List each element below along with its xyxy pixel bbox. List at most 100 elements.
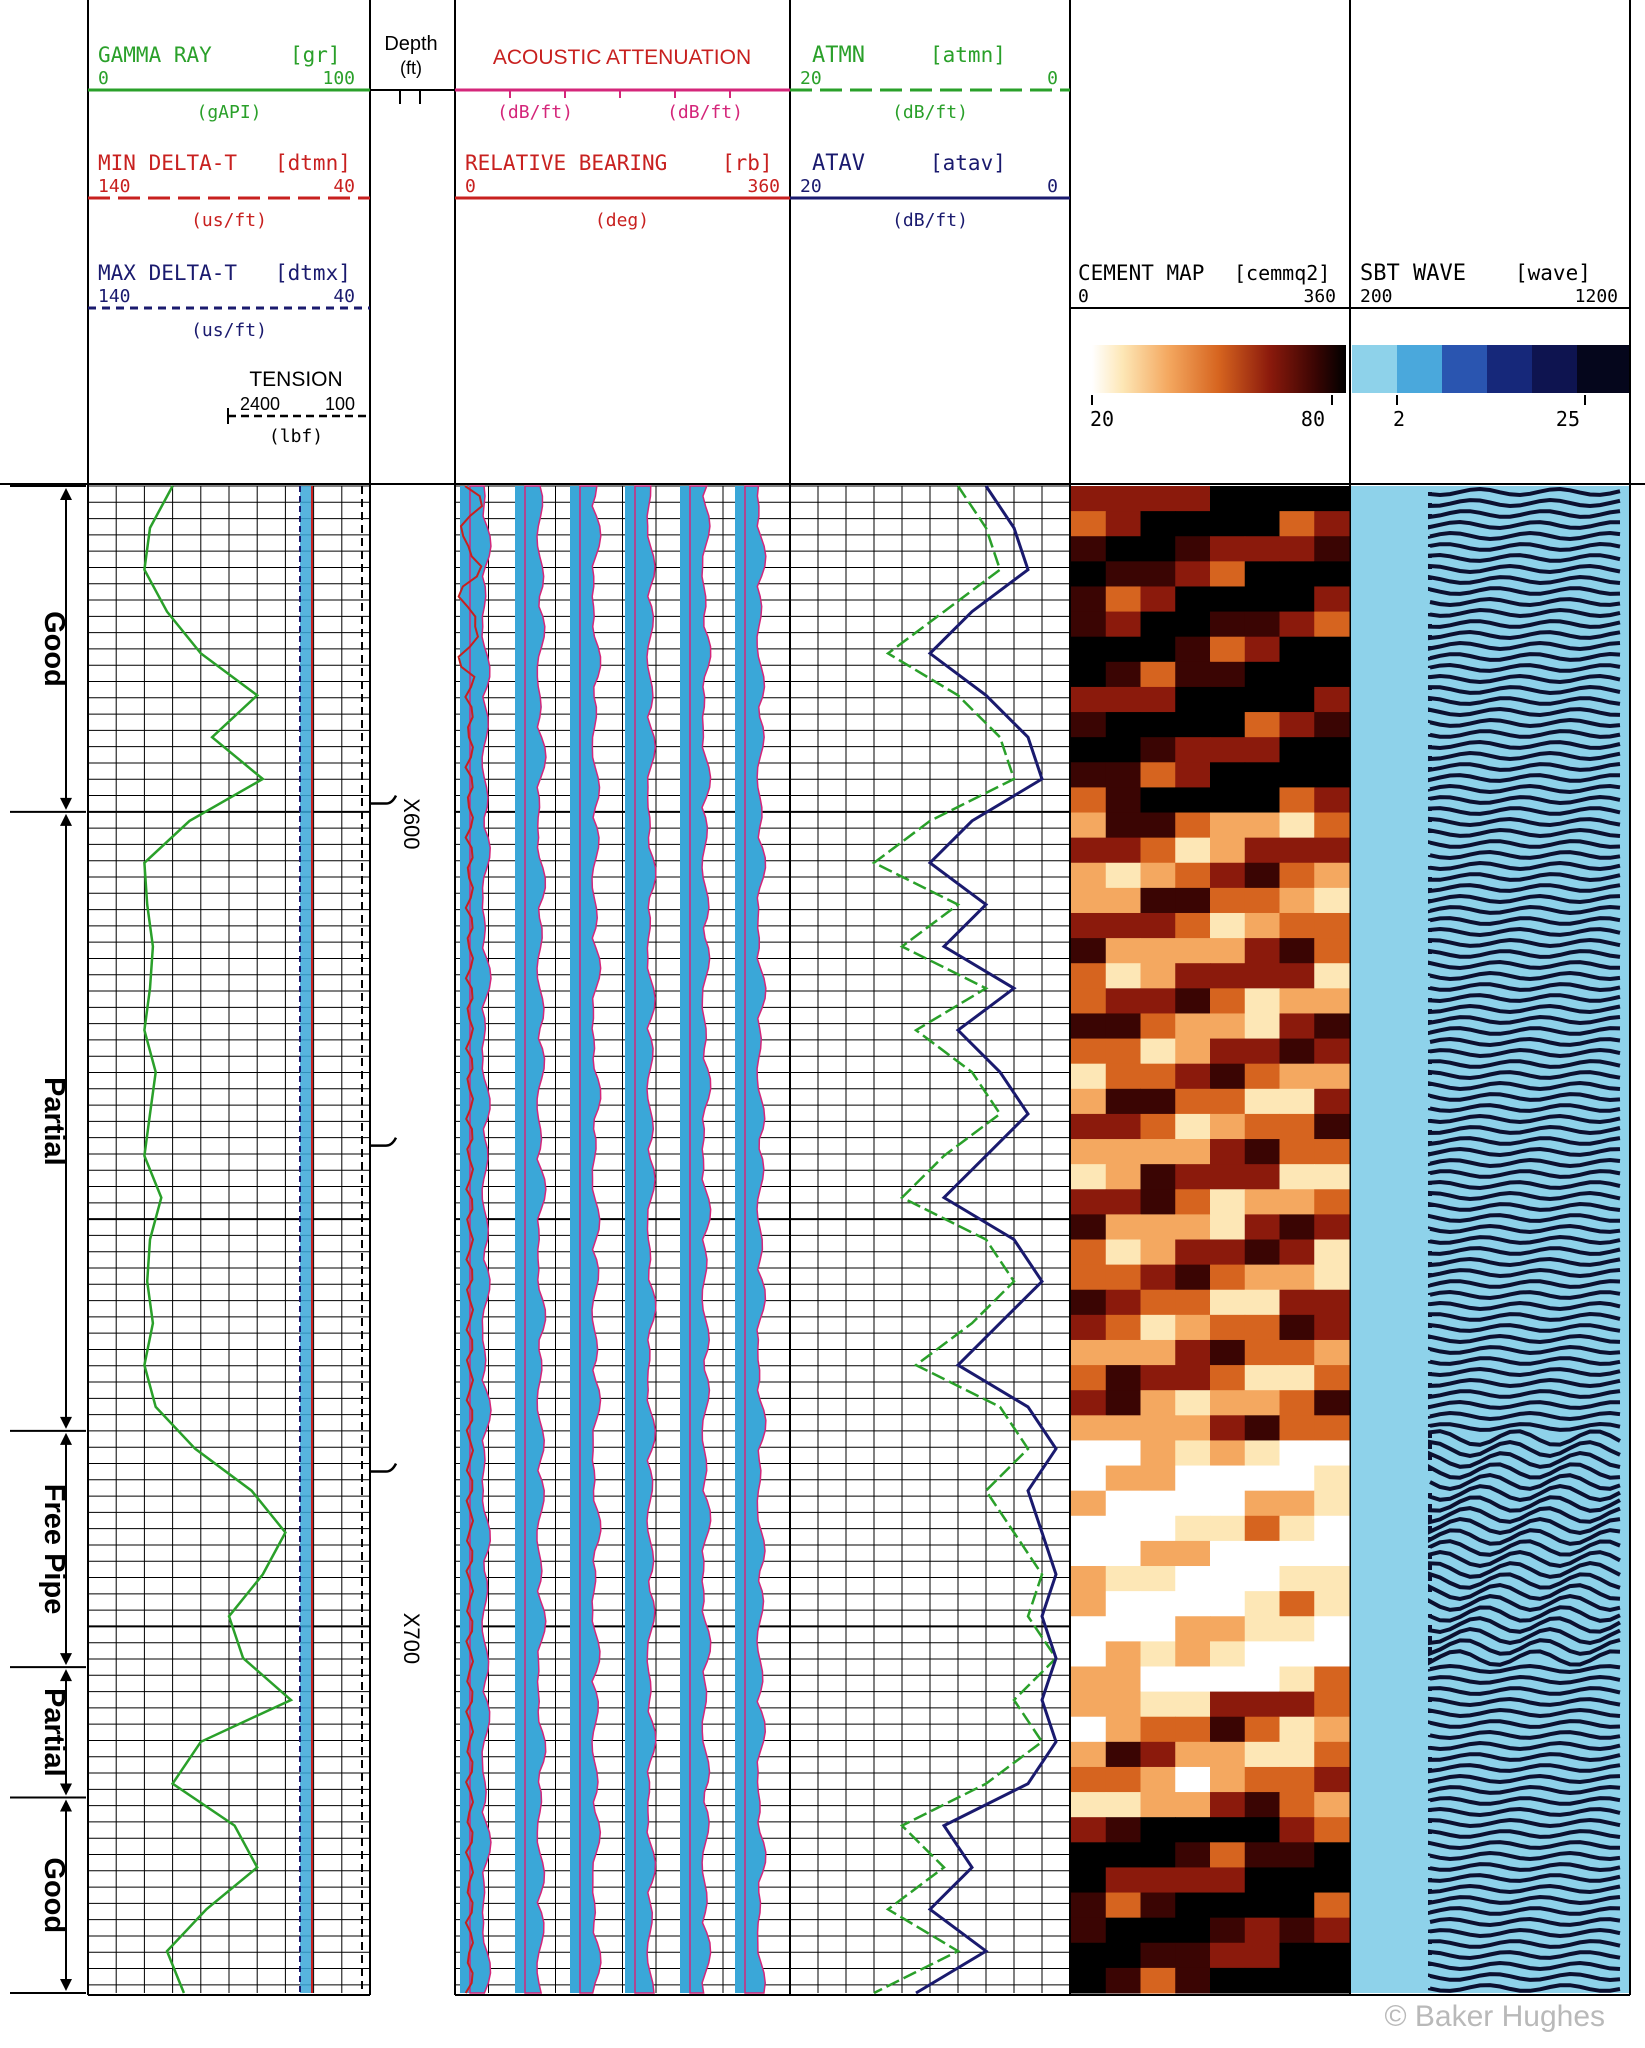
sbt-wave-line <box>1428 1026 1621 1036</box>
max-dt-mnem: [dtmx] <box>275 261 351 285</box>
depth-tick <box>370 1462 398 1473</box>
bond-zone-label: Partial <box>38 1688 70 1777</box>
cement-map-cell <box>1175 1867 1211 1894</box>
sbt-wave-line <box>1428 574 1621 586</box>
cement-map-cell <box>1175 1540 1211 1567</box>
cement-map-cell <box>1279 1164 1315 1190</box>
cement-map-cell <box>1210 1616 1246 1642</box>
cement-map-cell <box>1279 988 1315 1014</box>
cement-map-cell <box>1279 1214 1315 1240</box>
cement-map-cell <box>1210 1842 1246 1868</box>
sbt-wave-line <box>1428 1439 1621 1459</box>
cement-map-cell <box>1175 661 1211 688</box>
cement-map-cell <box>1314 1189 1350 1215</box>
cement-map-cell <box>1140 1239 1176 1266</box>
cement-map-cell <box>1175 1666 1211 1693</box>
cement-map-cell <box>1105 661 1141 688</box>
cement-map-cell <box>1071 1440 1107 1467</box>
cement-map-cell <box>1279 1038 1315 1065</box>
cement-map-cell <box>1244 1189 1280 1215</box>
cement-map-cell <box>1244 1766 1280 1793</box>
cement-map-cell <box>1105 536 1141 562</box>
cement-map-cell <box>1140 1792 1176 1818</box>
cement-map-cell <box>1210 1892 1246 1919</box>
cement-map-cell <box>1244 1415 1280 1441</box>
cement-map-cell <box>1175 1314 1211 1341</box>
cement-map-cell <box>1175 912 1211 939</box>
cement-map-cell <box>1071 1390 1107 1416</box>
cement-map-cell <box>1210 1716 1246 1743</box>
cement-map-cell <box>1175 1139 1211 1165</box>
cement-map-cell <box>1140 611 1176 638</box>
cement-map-cell <box>1140 1691 1176 1718</box>
sbt-wave-line <box>1428 926 1621 938</box>
cement-map-cell <box>1175 586 1211 613</box>
sbt-wave-line <box>1428 1638 1621 1657</box>
cement-map-cell <box>1244 1842 1280 1868</box>
cement-map-cell <box>1175 636 1211 663</box>
cement-map-cell <box>1244 1390 1280 1416</box>
atav-mnem: [atav] <box>930 151 1006 175</box>
sbt-wave-line <box>1428 1906 1621 1916</box>
sbt-wave-line <box>1428 916 1621 926</box>
sbt-wave-line <box>1428 1752 1621 1763</box>
cement-map-cell <box>1244 1540 1280 1567</box>
cement-map-cell <box>1140 1967 1176 1994</box>
cement-map-cell <box>1140 887 1176 914</box>
track1-header: GAMMA RAY [gr] 0 100 (gAPI) MIN DELTA-T … <box>88 43 370 447</box>
cement-map-cell <box>1244 812 1280 839</box>
attenuation-segment <box>469 485 492 1994</box>
zone-arrow-head <box>60 1799 72 1812</box>
cement-map-cell <box>1071 1139 1107 1165</box>
cement-map-cell <box>1244 586 1280 613</box>
cement-map-cell <box>1071 1817 1107 1843</box>
cement-map-cell <box>1071 511 1107 537</box>
sbt-wave-line <box>1428 1549 1621 1569</box>
cement-map-cell <box>1175 1440 1211 1467</box>
cement-map-cell <box>1105 511 1141 537</box>
cement-map-cell <box>1175 561 1211 587</box>
cement-map-cell <box>1244 561 1280 587</box>
cement-map-cell <box>1279 787 1315 814</box>
sbt-wave-line <box>1428 1213 1621 1223</box>
sbt-wave-line <box>1428 1333 1621 1345</box>
cement-map-cell <box>1279 887 1315 914</box>
track2-grid <box>454 485 791 1993</box>
cement-map-cell <box>1314 1766 1350 1793</box>
depth-unit: (ft) <box>400 58 422 78</box>
cement-map-cell <box>1140 1063 1176 1090</box>
cement-map-cell <box>1140 862 1176 889</box>
cement-map-cell <box>1105 611 1141 638</box>
sbt-wave-line <box>1428 706 1621 718</box>
sbt-wave-line <box>1428 1146 1621 1158</box>
cement-color-scale <box>1092 345 1346 393</box>
cement-map-cell <box>1175 887 1211 914</box>
cement-map-cell <box>1210 586 1246 613</box>
cement-map-cell <box>1140 1214 1176 1240</box>
cement-map-cell <box>1105 1113 1141 1140</box>
sbt-wave-line <box>1428 1483 1621 1503</box>
sbt-wave-line <box>1428 1560 1621 1579</box>
cement-map-cell <box>1279 511 1315 537</box>
cement-map-cell <box>1314 1440 1350 1467</box>
cement-map-cell <box>1244 1641 1280 1667</box>
attenuation-segment <box>579 485 602 1994</box>
cement-map-cell <box>1071 812 1107 839</box>
cement-map-name: CEMENT MAP <box>1078 261 1204 285</box>
sbt-wave-line <box>1428 1927 1621 1939</box>
cement-map-cell <box>1244 712 1280 738</box>
sbt-wave-line <box>1428 1344 1621 1356</box>
cement-map-cell <box>1071 737 1107 763</box>
cement-map-cell <box>1175 511 1211 537</box>
cement-map-cell <box>1071 561 1107 587</box>
bond-zone-label: Good <box>38 1857 70 1933</box>
cement-map-cell <box>1314 787 1350 814</box>
cement-map-cell <box>1071 1641 1107 1667</box>
gamma-ray-max: 100 <box>322 68 355 89</box>
cement-map-cell <box>1071 862 1107 889</box>
cement-map-cell <box>1175 1490 1211 1517</box>
cement-map-cell <box>1314 1515 1350 1542</box>
sbt-wave-line <box>1428 1686 1621 1696</box>
cement-map-cell <box>1071 787 1107 814</box>
cement-map-cell <box>1175 762 1211 788</box>
